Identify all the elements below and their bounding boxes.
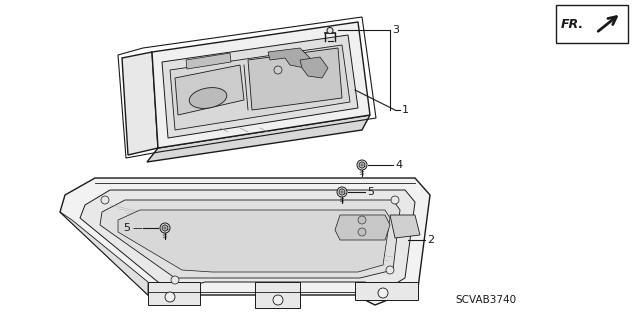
Circle shape (378, 288, 388, 298)
Polygon shape (268, 48, 310, 68)
Polygon shape (248, 48, 342, 110)
Circle shape (273, 295, 283, 305)
Circle shape (361, 164, 363, 166)
Polygon shape (100, 200, 400, 278)
Polygon shape (118, 210, 390, 272)
Text: 3: 3 (392, 25, 399, 35)
Text: SCVAB3740: SCVAB3740 (455, 295, 516, 305)
Polygon shape (335, 215, 390, 240)
Ellipse shape (189, 88, 227, 108)
Circle shape (165, 292, 175, 302)
Polygon shape (148, 282, 200, 305)
Polygon shape (390, 215, 420, 238)
Polygon shape (186, 53, 231, 69)
Circle shape (337, 187, 347, 197)
Circle shape (357, 160, 367, 170)
Polygon shape (60, 212, 148, 295)
Polygon shape (147, 115, 370, 162)
Polygon shape (255, 282, 300, 308)
Circle shape (160, 223, 170, 233)
Text: 5: 5 (367, 187, 374, 197)
Polygon shape (170, 45, 350, 130)
Text: FR.: FR. (561, 19, 584, 32)
Circle shape (341, 191, 343, 193)
Text: 5: 5 (123, 223, 130, 233)
Circle shape (327, 27, 333, 33)
Circle shape (274, 66, 282, 74)
Polygon shape (300, 57, 328, 78)
Polygon shape (122, 52, 158, 155)
Text: 1: 1 (402, 105, 409, 115)
Text: 2: 2 (427, 235, 434, 245)
Circle shape (164, 227, 166, 229)
Polygon shape (339, 189, 345, 195)
Polygon shape (80, 190, 415, 290)
Polygon shape (359, 162, 365, 168)
Polygon shape (162, 35, 358, 138)
Circle shape (386, 266, 394, 274)
Text: —: — (133, 223, 143, 233)
Circle shape (171, 276, 179, 284)
Circle shape (358, 228, 366, 236)
Circle shape (391, 196, 399, 204)
Text: 4: 4 (395, 160, 402, 170)
Polygon shape (162, 225, 168, 231)
Circle shape (358, 216, 366, 224)
Polygon shape (60, 178, 430, 305)
Polygon shape (175, 65, 244, 115)
Polygon shape (355, 282, 418, 300)
FancyBboxPatch shape (556, 5, 628, 43)
Polygon shape (152, 22, 370, 148)
Circle shape (101, 196, 109, 204)
